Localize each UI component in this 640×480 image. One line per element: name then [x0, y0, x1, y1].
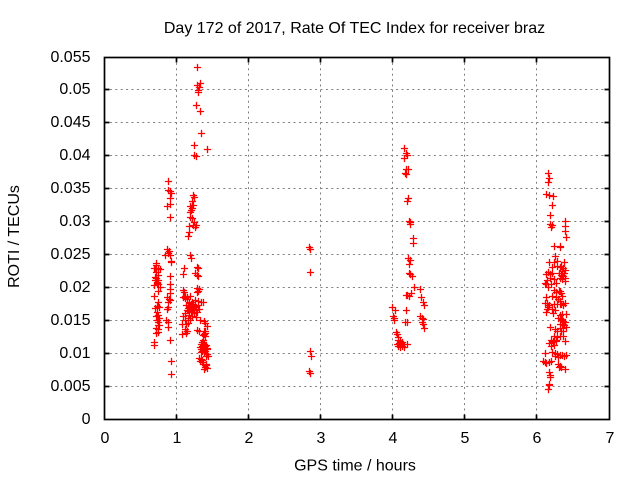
svg-text:2: 2: [245, 430, 254, 447]
svg-text:0.05: 0.05: [59, 81, 90, 98]
svg-text:0.055: 0.055: [50, 49, 90, 66]
svg-text:0.045: 0.045: [50, 114, 90, 131]
svg-text:0: 0: [82, 411, 91, 428]
svg-text:4: 4: [389, 430, 398, 447]
svg-text:1: 1: [173, 430, 182, 447]
svg-text:3: 3: [317, 430, 326, 447]
svg-text:0.005: 0.005: [50, 378, 90, 395]
svg-text:5: 5: [461, 430, 470, 447]
svg-text:0.015: 0.015: [50, 312, 90, 329]
svg-text:0.03: 0.03: [59, 213, 90, 230]
svg-text:0.035: 0.035: [50, 180, 90, 197]
svg-text:7: 7: [606, 430, 615, 447]
svg-text:GPS time / hours: GPS time / hours: [294, 458, 416, 475]
svg-text:0.01: 0.01: [59, 345, 90, 362]
svg-text:0.04: 0.04: [59, 147, 90, 164]
svg-text:0.025: 0.025: [50, 246, 90, 263]
svg-text:Day 172 of 2017, Rate Of TEC I: Day 172 of 2017, Rate Of TEC Index for r…: [164, 20, 545, 37]
svg-text:0: 0: [101, 430, 110, 447]
svg-text:ROTI / TECUs: ROTI / TECUs: [6, 185, 23, 288]
svg-text:6: 6: [533, 430, 542, 447]
svg-text:0.02: 0.02: [59, 279, 90, 296]
